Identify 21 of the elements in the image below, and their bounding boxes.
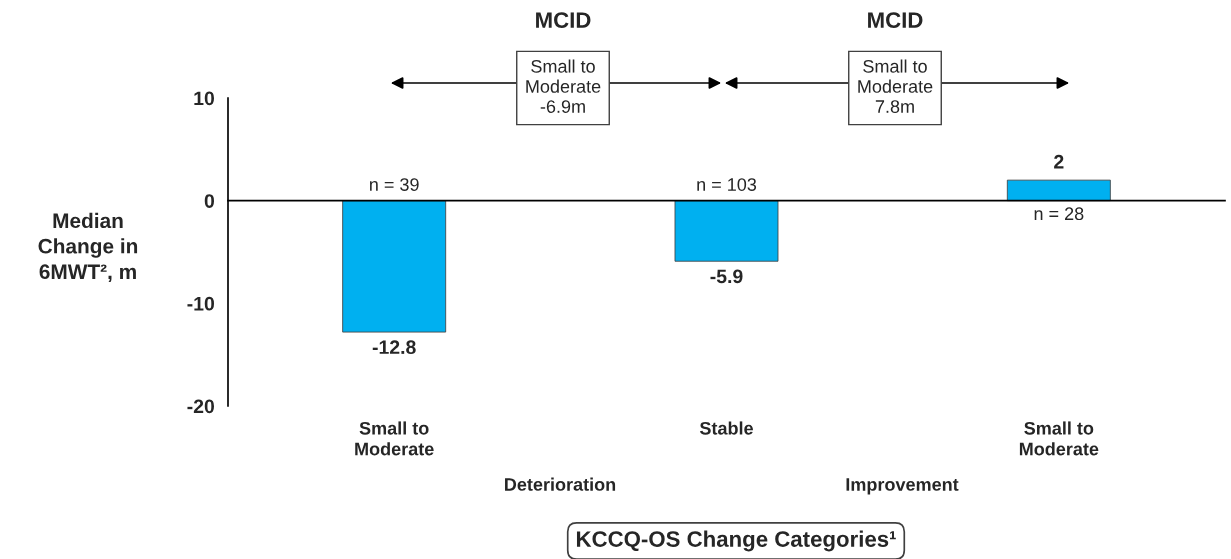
y-tick-label: -20 — [187, 399, 215, 414]
y-axis-title: Median Change in 6MWT², m — [38, 212, 138, 283]
annotation: n = 39 — [370, 178, 419, 191]
data-label: -5.9 — [710, 269, 743, 284]
text: MCID — [536, 12, 591, 28]
annotation: n = 28 — [1034, 207, 1084, 221]
annotation: Small to Moderate -6.9m — [526, 59, 601, 113]
text: Improvement — [846, 478, 959, 495]
data-label: -12.8 — [372, 340, 416, 355]
text: Deterioration — [505, 477, 616, 491]
y-tick-label: 10 — [194, 91, 215, 106]
x-axis-title: KCCQ-OS Change Categories¹ — [576, 530, 896, 552]
text: MCID — [868, 12, 923, 28]
annotation: Small to Moderate 7.8m — [858, 59, 933, 113]
y-tick-label: 0 — [204, 194, 215, 208]
y-tick-label: -10 — [187, 296, 215, 311]
annotation: n = 103 — [697, 178, 757, 191]
data-label: 2 — [1054, 154, 1064, 169]
x-tick-label: Stable — [699, 421, 753, 435]
x-tick-label: Small to Moderate — [1019, 421, 1099, 456]
x-tick-label: Small to Moderate — [355, 421, 434, 456]
